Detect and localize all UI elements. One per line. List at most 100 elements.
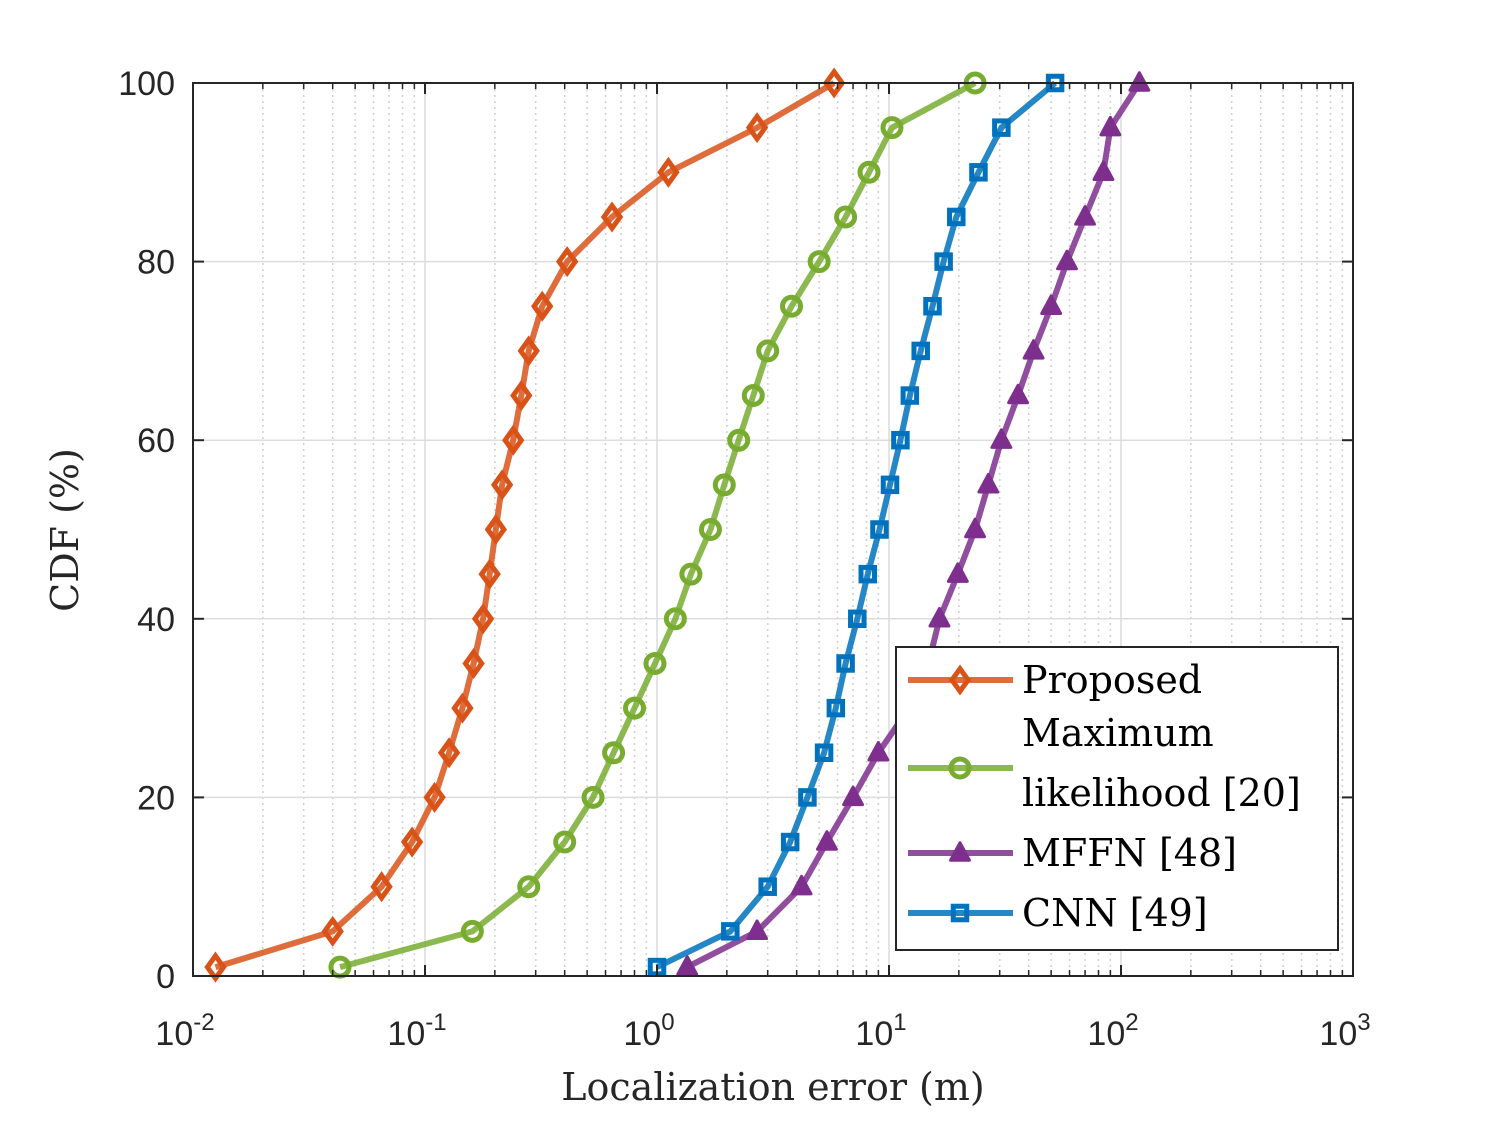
data-point — [928, 606, 951, 628]
axis-ticks: 10-2 10-1 100 101 102 103 0 20 40 60 80 100 — [118, 65, 1370, 1053]
data-point — [1040, 294, 1063, 315]
data-point — [814, 743, 834, 762]
data-point — [321, 915, 344, 947]
data-point — [1128, 71, 1151, 92]
data-point — [721, 922, 740, 941]
legend-item-0: Proposed — [908, 658, 1202, 702]
data-point — [517, 335, 540, 367]
data-point — [964, 517, 987, 539]
x-tick-label: 100 — [623, 1009, 674, 1053]
data-point — [977, 473, 1000, 494]
y-tick-label: 20 — [137, 779, 175, 817]
y-tick-label: 60 — [137, 422, 175, 460]
series-1 — [328, 71, 987, 979]
data-point — [517, 875, 541, 899]
data-point — [923, 297, 942, 316]
x-tick-label: 103 — [1319, 1009, 1370, 1053]
y-axis-label: CDF (%) — [43, 448, 87, 612]
legend-item-3: CNN [49] — [908, 891, 1208, 935]
series-line — [655, 80, 1058, 970]
data-point — [934, 252, 953, 271]
data-point — [756, 339, 780, 363]
legend-box — [895, 646, 1339, 951]
y-tick-label: 100 — [118, 65, 175, 103]
data-point — [822, 67, 846, 99]
data-point — [1022, 339, 1045, 360]
data-point — [911, 341, 930, 361]
data-point — [462, 647, 485, 679]
legend-item-2: MFFN [48] — [908, 831, 1237, 875]
data-point — [657, 156, 680, 188]
data-point — [1074, 205, 1097, 226]
data-point — [834, 205, 858, 229]
legend-marker — [948, 664, 972, 696]
data-point — [510, 380, 533, 412]
data-point — [870, 520, 889, 539]
data-point — [826, 698, 846, 718]
data-point — [451, 692, 474, 724]
data-point — [204, 951, 227, 983]
data-point — [969, 163, 988, 182]
data-point — [727, 428, 751, 452]
data-point — [679, 562, 703, 586]
data-point — [623, 696, 647, 720]
y-tick-label: 0 — [156, 958, 175, 996]
data-point — [555, 246, 579, 278]
data-point — [1092, 160, 1115, 181]
data-point — [531, 290, 554, 322]
data-point — [842, 785, 865, 807]
data-point — [471, 603, 495, 635]
data-point — [1056, 249, 1078, 271]
data-point — [698, 518, 722, 541]
data-point — [600, 201, 624, 233]
data-point — [790, 874, 813, 896]
data-point — [676, 955, 699, 976]
data-point — [746, 919, 769, 941]
data-point — [815, 830, 838, 851]
data-point — [460, 919, 484, 943]
data-point — [423, 781, 446, 813]
series-0 — [204, 67, 846, 983]
data-point — [745, 112, 769, 144]
x-tick-label: 10-1 — [387, 1009, 446, 1053]
data-point — [867, 740, 890, 762]
data-point — [807, 250, 831, 274]
x-tick-label: 101 — [855, 1009, 906, 1053]
data-point — [741, 384, 765, 408]
data-point — [484, 513, 508, 546]
data-point — [857, 160, 881, 184]
data-point — [437, 737, 461, 769]
legend-marker — [949, 841, 971, 862]
data-point — [946, 562, 969, 583]
data-point — [1007, 383, 1030, 405]
data-point — [848, 609, 867, 629]
legend-marker — [948, 756, 972, 780]
data-point — [780, 294, 804, 318]
y-tick-label: 80 — [137, 244, 175, 282]
data-point — [478, 558, 501, 590]
series-group — [204, 67, 1151, 983]
y-tick-label: 40 — [137, 601, 175, 639]
data-point — [502, 424, 525, 456]
data-point — [581, 785, 605, 809]
legend-label: Maximum — [1022, 711, 1214, 755]
x-tick-label: 10-2 — [155, 1009, 214, 1053]
data-point — [712, 473, 736, 497]
series-line — [339, 80, 977, 970]
series-line — [214, 80, 836, 970]
legend-label: Proposed — [1022, 658, 1202, 702]
data-point — [400, 826, 424, 858]
data-point — [836, 654, 855, 673]
legend-label: MFFN [48] — [1022, 831, 1237, 875]
data-point — [780, 832, 800, 852]
legend-label: likelihood [20] — [1022, 771, 1301, 815]
legend: Proposed Maximum likelihood [20] MFFN [48] C… — [895, 646, 1339, 951]
legend-item-1: Maximum likelihood [20] — [908, 711, 1301, 815]
x-tick-label: 102 — [1087, 1009, 1138, 1053]
data-point — [891, 430, 910, 450]
x-axis-label: Localization error (m) — [561, 1065, 985, 1109]
data-point — [947, 207, 966, 227]
data-point — [490, 469, 514, 501]
data-point — [1099, 115, 1122, 137]
